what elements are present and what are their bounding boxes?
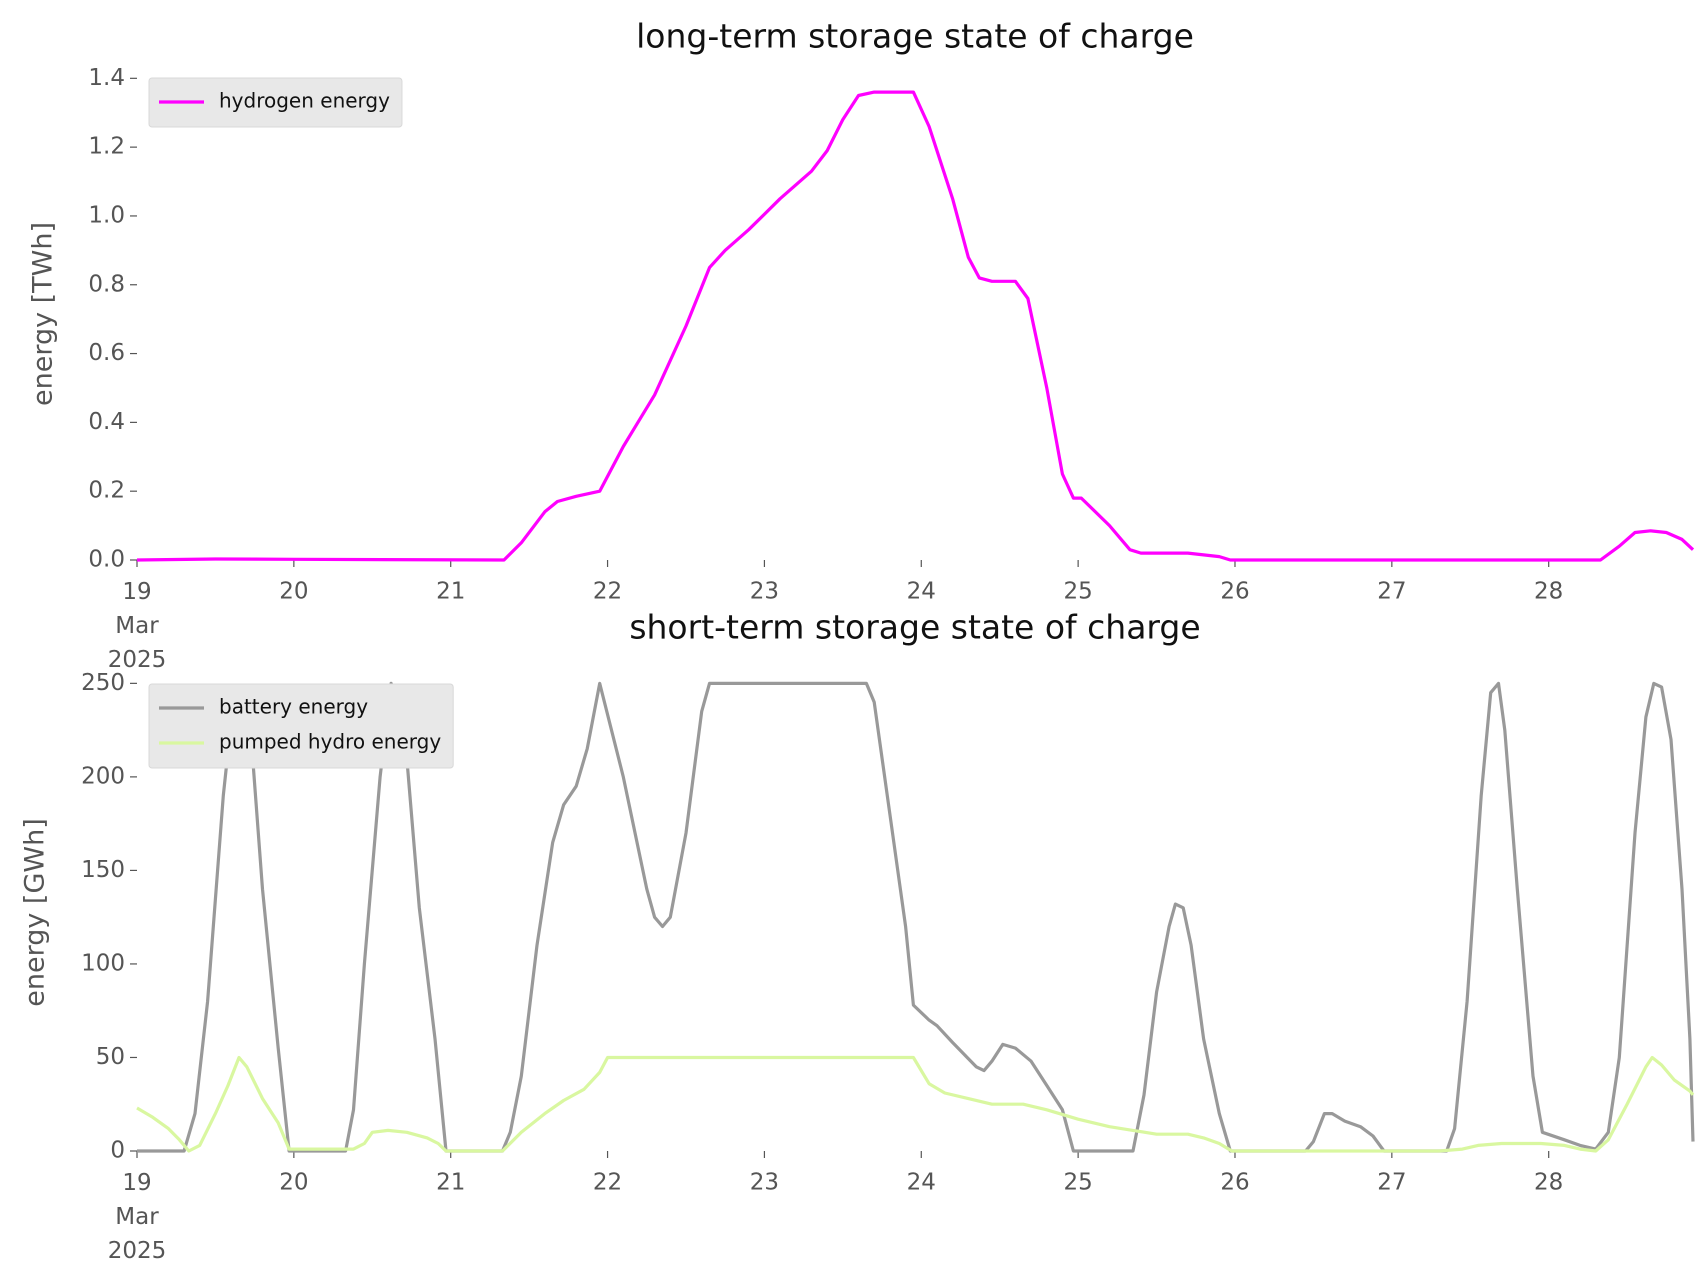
x-tick-label: 24 xyxy=(907,1170,936,1196)
y-tick-label: 1.4 xyxy=(88,65,125,91)
legend: battery energy pumped hydro energy xyxy=(148,683,454,769)
x-tick-label: 22 xyxy=(593,1170,622,1196)
y-tick-label: 100 xyxy=(81,950,125,976)
x-tick-label: 26 xyxy=(1220,579,1249,605)
x-tick-label: 20 xyxy=(279,579,308,605)
x-tick-label: 19 Mar 2025 xyxy=(108,1170,167,1264)
legend-label: pumped hydro energy xyxy=(219,730,441,754)
x-tick-label: 27 xyxy=(1377,1170,1406,1196)
x-tick-label: 21 xyxy=(436,1170,465,1196)
legend-label: hydrogen energy xyxy=(219,89,390,113)
y-tick-label: 1.2 xyxy=(88,134,125,160)
x-tick-label: 23 xyxy=(750,579,779,605)
x-tick-label: 28 xyxy=(1534,579,1563,605)
legend-box xyxy=(148,683,454,769)
x-tick-label: 23 xyxy=(750,1170,779,1196)
y-axis-label: energy [GWh] xyxy=(20,818,51,1006)
x-tick-label: 22 xyxy=(593,579,622,605)
y-tick-label: 0.8 xyxy=(88,271,125,297)
x-tick-label: 25 xyxy=(1063,579,1092,605)
x-tick-label: 26 xyxy=(1220,1170,1249,1196)
chart-title: long-term storage state of charge xyxy=(636,17,1194,56)
y-tick-label: 1.0 xyxy=(88,202,125,228)
series-line xyxy=(136,1055,1695,1153)
y-tick-label: 150 xyxy=(81,857,125,883)
legend-label: battery energy xyxy=(219,695,368,719)
y-tick-label: 0.2 xyxy=(88,478,125,504)
chart-title: short-term storage state of charge xyxy=(629,608,1200,647)
y-tick-label: 50 xyxy=(96,1044,125,1070)
y-tick-label: 250 xyxy=(81,670,125,696)
y-tick-label: 0 xyxy=(110,1138,125,1164)
legend-box xyxy=(148,77,403,128)
y-tick-label: 200 xyxy=(81,763,125,789)
x-tick-label: 25 xyxy=(1063,1170,1092,1196)
y-tick-label: 0.4 xyxy=(88,409,125,435)
x-tick-label: 19 Mar 2025 xyxy=(108,579,167,673)
legend: hydrogen energy xyxy=(148,77,403,128)
x-tick-label: 27 xyxy=(1377,579,1406,605)
series-line xyxy=(136,90,1695,562)
x-tick-label: 20 xyxy=(279,1170,308,1196)
x-tick-label: 21 xyxy=(436,579,465,605)
y-tick-label: 0.0 xyxy=(88,547,125,573)
y-axis-label: energy [TWh] xyxy=(28,222,59,406)
y-tick-label: 0.6 xyxy=(88,340,125,366)
x-tick-label: 28 xyxy=(1534,1170,1563,1196)
x-tick-label: 24 xyxy=(907,579,936,605)
